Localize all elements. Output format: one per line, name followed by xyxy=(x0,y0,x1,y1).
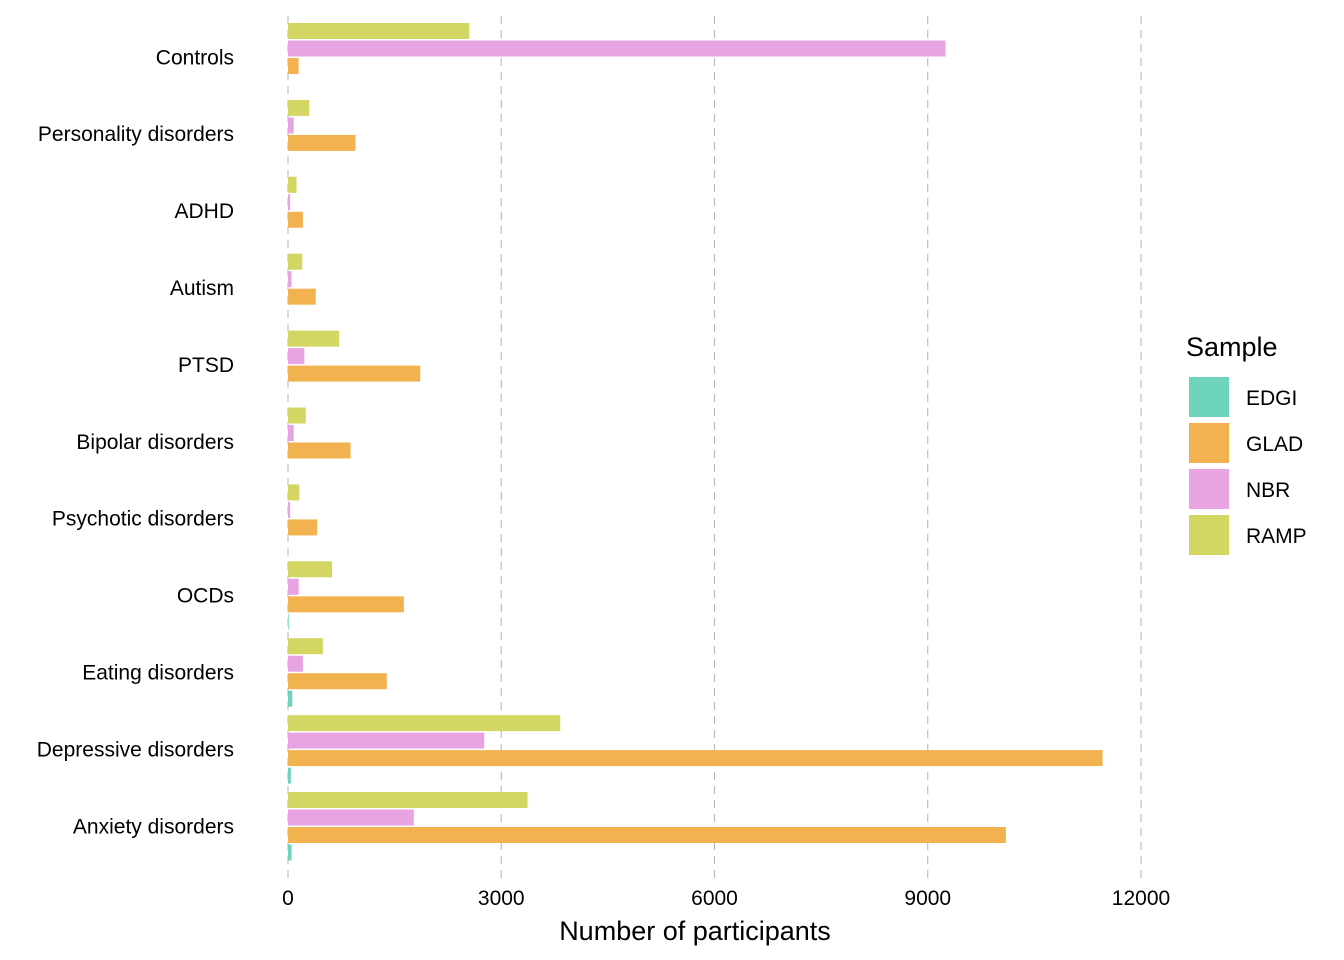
bar-glad-ptsd xyxy=(288,365,421,382)
legend-label-nbr: NBR xyxy=(1246,479,1290,502)
bar-ramp-psychotic-disorders xyxy=(288,484,300,501)
bar-nbr-ptsd xyxy=(288,348,305,365)
bar-nbr-adhd xyxy=(288,194,291,211)
legend-swatch-glad xyxy=(1187,421,1231,465)
x-tick-label-0: 0 xyxy=(282,887,294,910)
legend-swatch-edgi xyxy=(1187,375,1231,419)
bar-nbr-psychotic-disorders xyxy=(288,501,291,518)
category-label-depressive-disorders: Depressive disorders xyxy=(37,738,234,761)
bar-ramp-ocds xyxy=(288,561,333,578)
x-axis-title: Number of participants xyxy=(559,916,831,946)
bar-glad-eating-disorders xyxy=(288,673,387,690)
category-label-psychotic-disorders: Psychotic disorders xyxy=(52,508,234,531)
bar-nbr-eating-disorders xyxy=(288,655,303,672)
category-label-controls: Controls xyxy=(156,46,234,69)
bar-glad-psychotic-disorders xyxy=(288,519,318,536)
x-tick-label-3000: 3000 xyxy=(478,887,525,910)
category-label-eating-disorders: Eating disorders xyxy=(82,661,234,684)
category-label-ocds: OCDs xyxy=(177,585,234,608)
bar-glad-adhd xyxy=(288,211,303,228)
bar-glad-personality-disorders xyxy=(288,134,356,151)
bar-edgi-eating-disorders xyxy=(288,690,293,707)
x-tick-label-12000: 12000 xyxy=(1112,887,1170,910)
bar-nbr-depressive-disorders xyxy=(288,732,485,749)
bar-nbr-controls xyxy=(288,40,946,57)
legend: Sample EDGI GLAD NBR RAMP xyxy=(1186,332,1307,557)
bar-nbr-ocds xyxy=(288,578,299,595)
bar-nbr-anxiety-disorders xyxy=(288,809,414,826)
bar-ramp-anxiety-disorders xyxy=(288,792,528,808)
category-labels: Controls Personality disorders ADHD Autism P… xyxy=(37,46,234,838)
legend-swatch-ramp xyxy=(1187,513,1231,557)
bar-ramp-adhd xyxy=(288,176,297,193)
bar-glad-controls xyxy=(288,58,299,74)
bar-ramp-personality-disorders xyxy=(288,99,310,116)
category-label-anxiety-disorders: Anxiety disorders xyxy=(73,815,234,838)
bar-ramp-eating-disorders xyxy=(288,638,323,655)
category-label-personality-disorders: Personality disorders xyxy=(38,123,234,146)
bar-ramp-autism xyxy=(288,253,303,270)
bar-glad-ocds xyxy=(288,596,404,613)
bar-nbr-autism xyxy=(288,271,292,288)
x-tick-label-9000: 9000 xyxy=(904,887,951,910)
x-tick-label-6000: 6000 xyxy=(691,887,738,910)
x-tick-labels: 0 3000 6000 9000 12000 xyxy=(282,887,1170,910)
legend-items: EDGI GLAD NBR RAMP xyxy=(1187,375,1307,557)
bar-edgi-ocds xyxy=(288,613,289,630)
bar-glad-bipolar-disorders xyxy=(288,442,351,459)
legend-label-edgi: EDGI xyxy=(1246,387,1297,410)
bar-edgi-depressive-disorders xyxy=(288,767,291,784)
bars xyxy=(288,23,1103,861)
bar-edgi-anxiety-disorders xyxy=(288,844,292,861)
legend-label-glad: GLAD xyxy=(1246,433,1303,456)
bar-ramp-depressive-disorders xyxy=(288,715,561,732)
bar-glad-anxiety-disorders xyxy=(288,827,1006,843)
bar-ramp-ptsd xyxy=(288,330,340,347)
bar-ramp-controls xyxy=(288,23,470,39)
category-label-adhd: ADHD xyxy=(174,200,234,223)
gridlines xyxy=(287,16,1142,878)
bar-ramp-bipolar-disorders xyxy=(288,407,306,424)
bar-glad-autism xyxy=(288,288,316,305)
bar-nbr-bipolar-disorders xyxy=(288,425,294,441)
legend-swatch-nbr xyxy=(1187,467,1231,511)
bar-glad-depressive-disorders xyxy=(288,750,1103,767)
category-label-bipolar-disorders: Bipolar disorders xyxy=(76,431,234,454)
bar-nbr-personality-disorders xyxy=(288,117,294,134)
category-label-autism: Autism xyxy=(170,277,234,300)
legend-label-ramp: RAMP xyxy=(1246,525,1307,548)
category-label-ptsd: PTSD xyxy=(178,354,234,377)
legend-title: Sample xyxy=(1186,332,1278,362)
